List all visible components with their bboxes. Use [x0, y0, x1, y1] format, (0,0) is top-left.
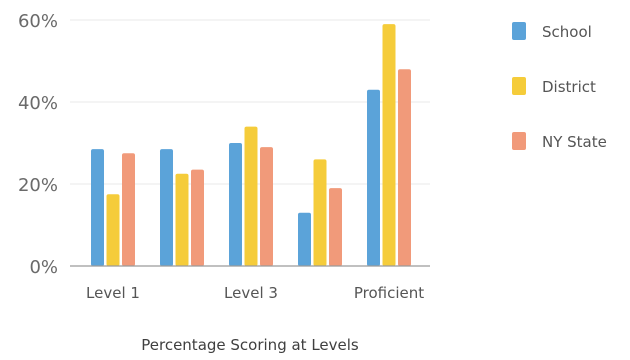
bar: [229, 143, 242, 266]
bar: [398, 69, 411, 266]
y-tick-labels: 0% 20% 40% 60%: [18, 11, 58, 278]
bar: [367, 89, 380, 266]
bar: [244, 126, 258, 266]
bar: [175, 173, 189, 266]
legend: School District NY State: [512, 22, 607, 151]
bar: [329, 188, 342, 266]
y-tick-label: 20%: [18, 175, 58, 196]
legend-swatch: [512, 22, 526, 40]
bar: [122, 153, 135, 266]
legend-swatch: [512, 77, 526, 95]
bar: [91, 149, 104, 266]
bar: [298, 212, 311, 266]
bar: [191, 169, 204, 266]
legend-label: NY State: [542, 133, 607, 151]
x-tick-label: Level 1: [86, 284, 140, 302]
legend-label: School: [542, 23, 592, 41]
bar: [382, 24, 396, 266]
x-tick-label: Level 3: [224, 284, 278, 302]
legend-swatch: [512, 132, 526, 150]
bar: [260, 147, 273, 266]
bar: [160, 149, 173, 266]
bar: [313, 159, 327, 266]
y-tick-label: 40%: [18, 93, 58, 114]
y-tick-label: 60%: [18, 11, 58, 32]
y-tick-label: 0%: [29, 257, 58, 278]
x-tick-label: Proficient: [354, 284, 424, 302]
x-axis-label: Percentage Scoring at Levels: [141, 336, 359, 354]
legend-label: District: [542, 78, 596, 96]
x-tick-labels: Level 1 Level 3 Proficient: [86, 284, 424, 302]
bar: [106, 194, 120, 266]
bars: [91, 24, 411, 266]
